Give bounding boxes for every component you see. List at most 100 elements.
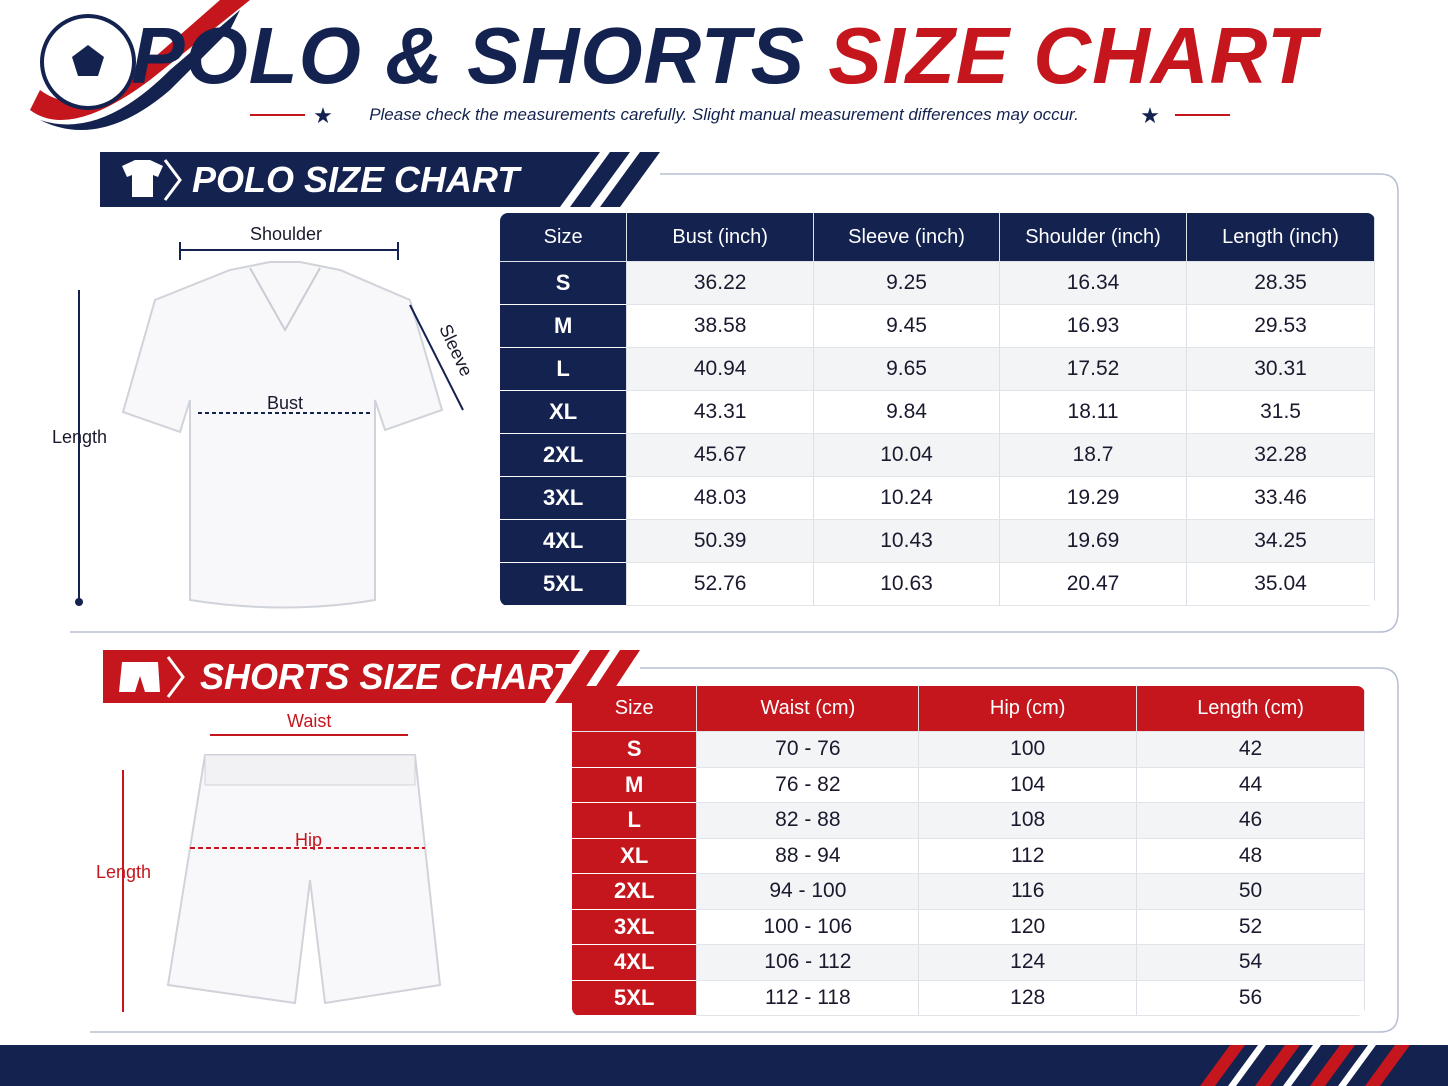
value-cell: 28.35 (1187, 262, 1375, 305)
value-cell: 88 - 94 (697, 838, 920, 874)
table-row: L 40.94 9.65 17.52 30.31 (500, 348, 1375, 391)
value-cell: 70 - 76 (697, 732, 920, 768)
value-cell: 40.94 (627, 348, 815, 391)
value-cell: 108 (919, 803, 1138, 839)
size-cell: 5XL (572, 980, 698, 1016)
ball-patch (72, 45, 104, 76)
value-cell: 124 (919, 945, 1138, 981)
value-cell: 35.04 (1187, 563, 1375, 606)
table-row: 3XL 100 - 106 120 52 (572, 909, 1365, 945)
value-cell: 30.31 (1187, 348, 1375, 391)
value-cell: 50.39 (627, 520, 815, 563)
value-cell: 33.46 (1187, 477, 1375, 520)
value-cell: 9.25 (814, 262, 1000, 305)
subtitle: Please check the measurements carefully.… (369, 105, 1079, 124)
value-cell: 16.34 (1000, 262, 1188, 305)
star: ★ (1140, 103, 1160, 128)
table-row: M 76 - 82 104 44 (572, 767, 1365, 803)
value-cell: 82 - 88 (697, 803, 920, 839)
value-cell: 31.5 (1187, 391, 1375, 434)
size-cell: 5XL (500, 563, 628, 606)
section-heading: POLO SIZE CHART (192, 159, 520, 200)
section-heading: SHORTS SIZE CHART (200, 656, 575, 697)
size-cell: 2XL (572, 874, 698, 910)
value-cell: 76 - 82 (697, 767, 920, 803)
polo-icon (122, 160, 163, 197)
header-row: Size Bust (inch) Sleeve (inch) Shoulder (in… (500, 213, 1375, 262)
size-cell: L (500, 348, 628, 391)
table-row: 3XL 48.03 10.24 19.29 33.46 (500, 477, 1375, 520)
size-cell: S (572, 732, 698, 768)
chevron (166, 656, 185, 698)
footer-stripes (1228, 1045, 1376, 1086)
value-cell: 19.29 (1000, 477, 1188, 520)
value-cell: 42 (1137, 732, 1365, 768)
column-header: Length (cm) (1137, 686, 1365, 732)
column-header: Bust (inch) (627, 213, 815, 262)
column-header: Sleeve (inch) (814, 213, 1000, 262)
value-cell: 52.76 (627, 563, 815, 606)
size-cell: 4XL (572, 945, 698, 981)
table-row: S 36.22 9.25 16.34 28.35 (500, 262, 1375, 305)
value-cell: 100 - 106 (697, 909, 920, 945)
diagram-label: Bust (267, 393, 304, 413)
value-cell: 19.69 (1000, 520, 1188, 563)
diagram-label: Waist (287, 711, 332, 731)
size-cell: L (572, 803, 698, 839)
size-cell: 3XL (572, 909, 698, 945)
value-cell: 100 (919, 732, 1138, 768)
size-table: Size Waist (cm) Hip (cm) Length (cm) S 70 - 7… (572, 686, 1365, 1016)
size-cell: XL (500, 391, 628, 434)
size-cell: XL (572, 838, 698, 874)
value-cell: 18.11 (1000, 391, 1188, 434)
value-cell: 128 (919, 980, 1138, 1016)
value-cell: 34.25 (1187, 520, 1375, 563)
value-cell: 48 (1137, 838, 1365, 874)
table-row: XL 88 - 94 112 48 (572, 838, 1365, 874)
column-header: Shoulder (inch) (1000, 213, 1188, 262)
value-cell: 94 - 100 (697, 874, 920, 910)
table-row: 5XL 52.76 10.63 20.47 35.04 (500, 563, 1375, 606)
value-cell: 17.52 (1000, 348, 1188, 391)
value-cell: 10.24 (814, 477, 1000, 520)
table-row: M 38.58 9.45 16.93 29.53 (500, 305, 1375, 348)
size-table: Size Bust (inch) Sleeve (inch) Shoulder (in… (500, 213, 1375, 606)
value-cell: 9.65 (814, 348, 1000, 391)
shorts-icon (119, 662, 160, 692)
value-cell: 44 (1137, 767, 1365, 803)
value-cell: 9.84 (814, 391, 1000, 434)
sleeve-arrow (409, 304, 464, 411)
value-cell: 43.31 (627, 391, 815, 434)
table-row: 4XL 106 - 112 124 54 (572, 945, 1365, 981)
value-cell: 120 (919, 909, 1138, 945)
diagram-label: Length (52, 427, 108, 447)
swoosh (40, 10, 240, 130)
table-row: 4XL 50.39 10.43 19.69 34.25 (500, 520, 1375, 563)
value-cell: 106 - 112 (697, 945, 920, 981)
column-header: Hip (cm) (919, 686, 1138, 732)
diagram-label: Hip (295, 830, 323, 850)
banner-stripes (570, 152, 660, 207)
value-cell: 9.45 (814, 305, 1000, 348)
value-cell: 29.53 (1187, 305, 1375, 348)
value-cell: 48.03 (627, 477, 815, 520)
header-row: Size Waist (cm) Hip (cm) Length (cm) (572, 686, 1365, 732)
panel-outline (90, 667, 1399, 1033)
column-header: Size (572, 686, 698, 732)
table-row: 2XL 45.67 10.04 18.7 32.28 (500, 434, 1375, 477)
size-cell: M (572, 767, 698, 803)
value-cell: 50 (1137, 874, 1365, 910)
table-row: XL 43.31 9.84 18.11 31.5 (500, 391, 1375, 434)
shorts-shape (166, 754, 442, 1005)
size-cell: 4XL (500, 520, 628, 563)
value-cell: 16.93 (1000, 305, 1188, 348)
table-row: 5XL 112 - 118 128 56 (572, 980, 1365, 1016)
column-header: Length (inch) (1187, 213, 1375, 262)
value-cell: 10.43 (814, 520, 1000, 563)
value-cell: 54 (1137, 945, 1365, 981)
size-cell: 2XL (500, 434, 628, 477)
column-header: Waist (cm) (697, 686, 920, 732)
value-cell: 18.7 (1000, 434, 1188, 477)
